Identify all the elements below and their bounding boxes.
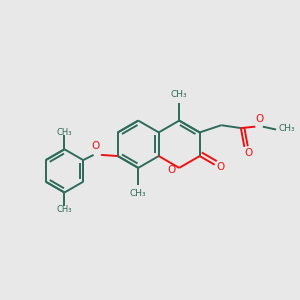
Text: O: O xyxy=(244,148,253,158)
Text: O: O xyxy=(256,114,264,124)
Text: O: O xyxy=(92,141,100,151)
Text: CH₃: CH₃ xyxy=(57,128,72,137)
Text: CH₃: CH₃ xyxy=(57,205,72,214)
Text: O: O xyxy=(216,162,224,172)
Text: CH₃: CH₃ xyxy=(279,124,296,133)
Text: O: O xyxy=(168,165,176,175)
Text: CH₃: CH₃ xyxy=(130,190,147,199)
Text: CH₃: CH₃ xyxy=(171,90,188,99)
